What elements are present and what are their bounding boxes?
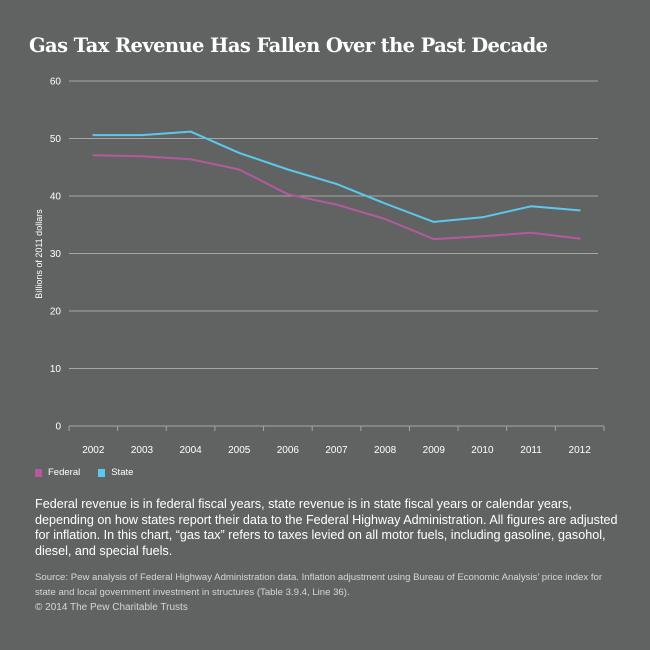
x-axis-tick-labels: 2002 2003 2004 2005 2006 2007 2008 2009 2010 2011… xyxy=(82,445,591,456)
data-point-federal xyxy=(335,203,338,206)
data-point-federal xyxy=(481,235,484,238)
data-point-state xyxy=(140,134,143,137)
data-point-federal xyxy=(140,155,143,158)
data-point-state xyxy=(432,220,435,223)
y-tick-label: 10 xyxy=(50,364,62,375)
x-tick-label: 2012 xyxy=(569,445,592,456)
x-tick-label: 2005 xyxy=(228,445,251,456)
y-tick-label: 40 xyxy=(50,192,62,203)
legend-label-state: State xyxy=(111,467,134,478)
data-point-federal xyxy=(286,193,289,196)
data-point-federal xyxy=(189,158,192,161)
x-tick-label: 2010 xyxy=(471,445,494,456)
gridlines xyxy=(69,80,598,369)
data-point-federal xyxy=(384,218,387,220)
legend: Federal State xyxy=(35,467,151,478)
data-point-state xyxy=(286,168,289,171)
x-tick-label: 2008 xyxy=(374,445,397,456)
y-axis-label: Billions of 2011 dollars xyxy=(34,209,44,299)
legend-label-federal: Federal xyxy=(48,467,81,478)
legend-item-state: State xyxy=(98,467,133,478)
series-line-state xyxy=(93,130,580,223)
x-tick-label: 2006 xyxy=(277,445,300,456)
x-tick-label: 2002 xyxy=(82,445,105,456)
legend-swatch-federal xyxy=(35,468,42,477)
y-tick-label: 0 xyxy=(55,422,61,433)
data-point-state xyxy=(578,209,581,212)
source-note: Source: Pew analysis of Federal Highway … xyxy=(35,572,603,598)
chart-title: Gas Tax Revenue Has Fallen Over the Past… xyxy=(29,34,548,57)
x-tick-label: 2003 xyxy=(131,445,154,456)
y-tick-label: 20 xyxy=(50,307,62,318)
y-tick-label: 50 xyxy=(50,134,62,145)
legend-item-federal: Federal xyxy=(35,467,80,478)
data-point-state xyxy=(530,205,533,208)
data-point-federal xyxy=(432,238,435,241)
x-tick-label: 2011 xyxy=(520,445,542,456)
y-axis-tick-labels: 0 10 20 30 40 50 60 xyxy=(50,77,62,433)
x-tick-label: 2007 xyxy=(325,445,348,456)
chart-note: Federal revenue is in federal fiscal yea… xyxy=(35,497,618,559)
data-point-state xyxy=(384,202,387,205)
data-point-federal xyxy=(238,168,241,171)
data-point-state xyxy=(238,151,241,154)
legend-swatch-state xyxy=(98,468,106,477)
data-point-federal xyxy=(530,231,533,234)
series-lines xyxy=(92,130,581,241)
data-point-state xyxy=(189,130,192,133)
data-point-federal xyxy=(92,154,95,157)
x-tick-label: 2004 xyxy=(179,445,202,456)
y-tick-label: 30 xyxy=(50,249,62,260)
data-point-federal xyxy=(578,237,581,240)
x-axis xyxy=(68,425,605,431)
y-tick-label: 60 xyxy=(50,77,62,88)
data-point-state xyxy=(481,216,484,219)
series-line-federal xyxy=(93,154,580,241)
data-point-state xyxy=(92,134,95,137)
data-point-state xyxy=(335,182,338,185)
x-tick-label: 2009 xyxy=(423,445,446,456)
copyright: © 2014 The Pew Charitable Trusts xyxy=(35,602,188,613)
